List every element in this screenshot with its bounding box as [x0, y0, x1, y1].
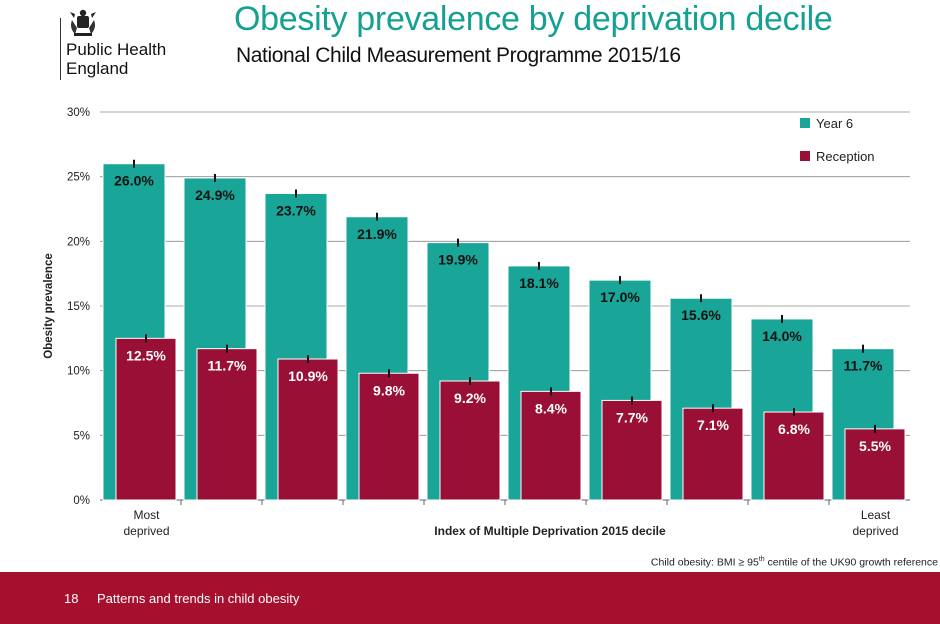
note-sup: th — [758, 556, 765, 563]
y-tick-label: 0% — [73, 495, 90, 507]
y-tick-label: 15% — [67, 301, 90, 313]
reception-bar — [196, 348, 258, 501]
logo-divider — [60, 18, 61, 80]
note-suffix: centile of the UK90 growth reference — [764, 556, 938, 569]
reception-value-label: 8.4% — [535, 400, 567, 416]
page-number: 18 — [64, 591, 79, 606]
year6-value-label: 24.9% — [195, 187, 235, 203]
reception-bar — [277, 358, 339, 501]
org-name-line1: Public Health — [66, 40, 167, 59]
reception-value-label: 11.7% — [208, 358, 247, 374]
note-prefix: Child obesity: BMI ≥ 95 — [650, 556, 759, 569]
reception-value-label: 7.7% — [616, 409, 648, 425]
legend-swatch-year6 — [800, 118, 810, 128]
reception-bar — [763, 411, 825, 501]
x-axis-label: Index of Multiple Deprivation 2015 decil… — [434, 524, 666, 538]
reception-bar — [358, 372, 420, 501]
year6-value-label: 26.0% — [114, 173, 154, 189]
reception-bar — [520, 390, 582, 501]
reception-bar — [439, 380, 501, 501]
footer-bar: 18 Patterns and trends in child obesity — [0, 572, 940, 624]
legend-label-reception: Reception — [816, 149, 875, 164]
reception-bar — [601, 399, 663, 501]
year6-value-label: 23.7% — [276, 202, 316, 218]
royal-coat-of-arms-icon — [70, 9, 96, 36]
y-tick-label: 30% — [67, 107, 90, 119]
page-subtitle: National Child Measurement Programme 201… — [236, 44, 681, 67]
y-tick-label: 5% — [73, 430, 90, 442]
y-tick-label: 20% — [67, 236, 90, 248]
reception-value-label: 9.2% — [454, 390, 486, 406]
year6-value-label: 15.6% — [681, 307, 721, 323]
year6-value-label: 21.9% — [357, 226, 397, 242]
year6-value-label: 18.1% — [519, 275, 559, 291]
reception-value-label: 7.1% — [697, 417, 729, 433]
page-title: Obesity prevalence by deprivation decile — [234, 0, 833, 38]
reception-bar — [844, 428, 906, 501]
reception-bar — [682, 407, 744, 501]
reception-value-label: 5.5% — [859, 438, 891, 454]
year6-value-label: 11.7% — [844, 358, 883, 374]
y-tick-label: 10% — [67, 366, 90, 378]
year6-value-label: 19.9% — [438, 252, 478, 268]
reception-bar — [115, 337, 177, 501]
reception-value-label: 12.5% — [126, 347, 166, 363]
legend-label-year6: Year 6 — [816, 116, 853, 131]
reception-value-label: 10.9% — [288, 368, 328, 384]
x-category-label-first: Most — [133, 508, 160, 522]
reception-value-label: 9.8% — [373, 382, 405, 398]
legend-swatch-reception — [800, 151, 810, 161]
x-category-label-first: deprived — [123, 524, 169, 538]
x-category-label-last: Least — [861, 508, 891, 522]
definition-note: Child obesity: BMI ≥ 95th centile of the… — [651, 556, 938, 569]
year6-value-label: 14.0% — [762, 328, 802, 344]
phe-logo: Public Health England — [66, 8, 206, 78]
reception-value-label: 6.8% — [778, 421, 810, 437]
y-axis-label: Obesity prevalence — [43, 253, 55, 358]
org-name-line2: England — [66, 59, 129, 78]
footer-text: Patterns and trends in child obesity — [97, 591, 300, 606]
obesity-bar-chart: 0% 5% 10% 15% 20% 25% 30% Obesity prevalence 26.… — [43, 107, 910, 538]
year6-value-label: 17.0% — [600, 289, 640, 305]
x-category-label-last: deprived — [852, 524, 898, 538]
y-tick-label: 25% — [67, 172, 90, 184]
